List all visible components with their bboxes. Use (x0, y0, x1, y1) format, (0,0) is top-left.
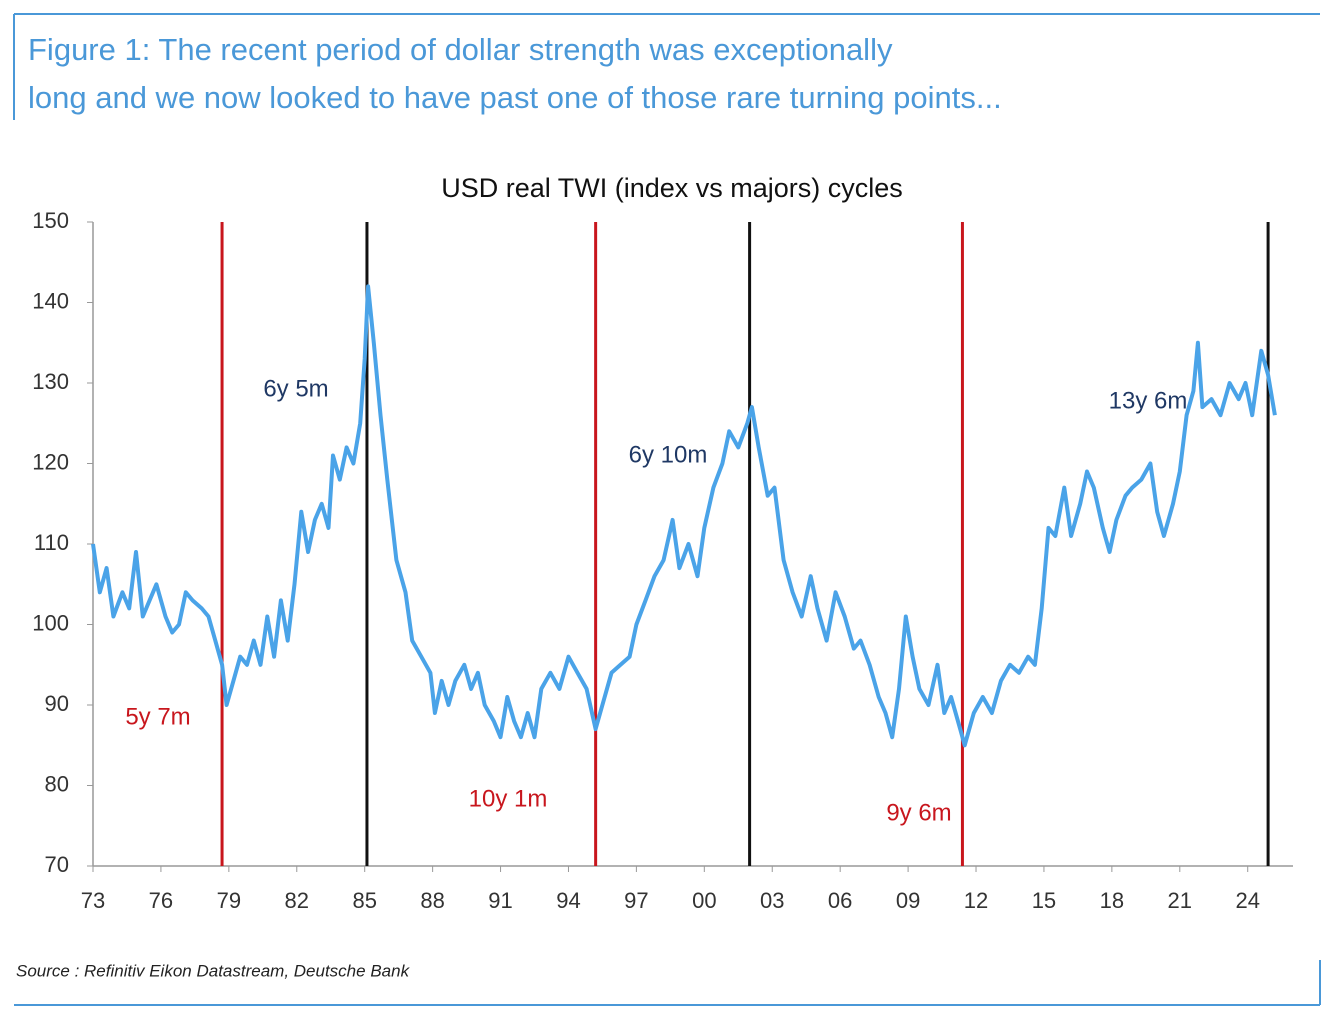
y-tick-label: 120 (32, 449, 69, 474)
y-tick-label: 140 (32, 288, 69, 313)
x-tick-label: 15 (1032, 888, 1056, 913)
x-tick-label: 73 (81, 888, 105, 913)
x-tick-label: 06 (828, 888, 852, 913)
y-tick-label: 80 (45, 771, 69, 796)
annotation: 5y 7m (125, 703, 190, 730)
x-tick-label: 76 (149, 888, 173, 913)
x-tick-label: 24 (1235, 888, 1259, 913)
x-tick-label: 94 (556, 888, 580, 913)
figure-title: long and we now looked to have past one … (28, 80, 1002, 115)
annotation: 6y 5m (263, 375, 328, 402)
chart-title: USD real TWI (index vs majors) cycles (441, 173, 903, 203)
x-tick-label: 12 (964, 888, 988, 913)
x-tick-label: 03 (760, 888, 784, 913)
annotation: 9y 6m (886, 799, 951, 826)
x-tick-label: 82 (285, 888, 309, 913)
y-tick-label: 100 (32, 610, 69, 635)
annotation: 13y 6m (1109, 387, 1188, 414)
twi-line (91, 284, 1277, 748)
y-tick-label: 90 (45, 691, 69, 716)
x-tick-label: 00 (692, 888, 716, 913)
figure-title: Figure 1: The recent period of dollar st… (28, 32, 893, 67)
x-tick-label: 21 (1168, 888, 1192, 913)
y-tick-label: 70 (45, 852, 69, 877)
y-tick-label: 110 (34, 530, 69, 555)
x-tick-label: 91 (488, 888, 512, 913)
annotation: 6y 10m (629, 441, 708, 468)
x-tick-label: 97 (624, 888, 648, 913)
x-tick-label: 09 (896, 888, 920, 913)
x-tick-label: 85 (352, 888, 376, 913)
x-tick-label: 18 (1100, 888, 1124, 913)
x-tick-label: 79 (217, 888, 241, 913)
y-tick-label: 150 (32, 208, 69, 233)
x-tick-label: 88 (420, 888, 444, 913)
annotation: 10y 1m (469, 785, 548, 812)
source: Source : Refinitiv Eikon Datastream, Deu… (16, 961, 411, 980)
y-tick-label: 130 (32, 369, 69, 394)
